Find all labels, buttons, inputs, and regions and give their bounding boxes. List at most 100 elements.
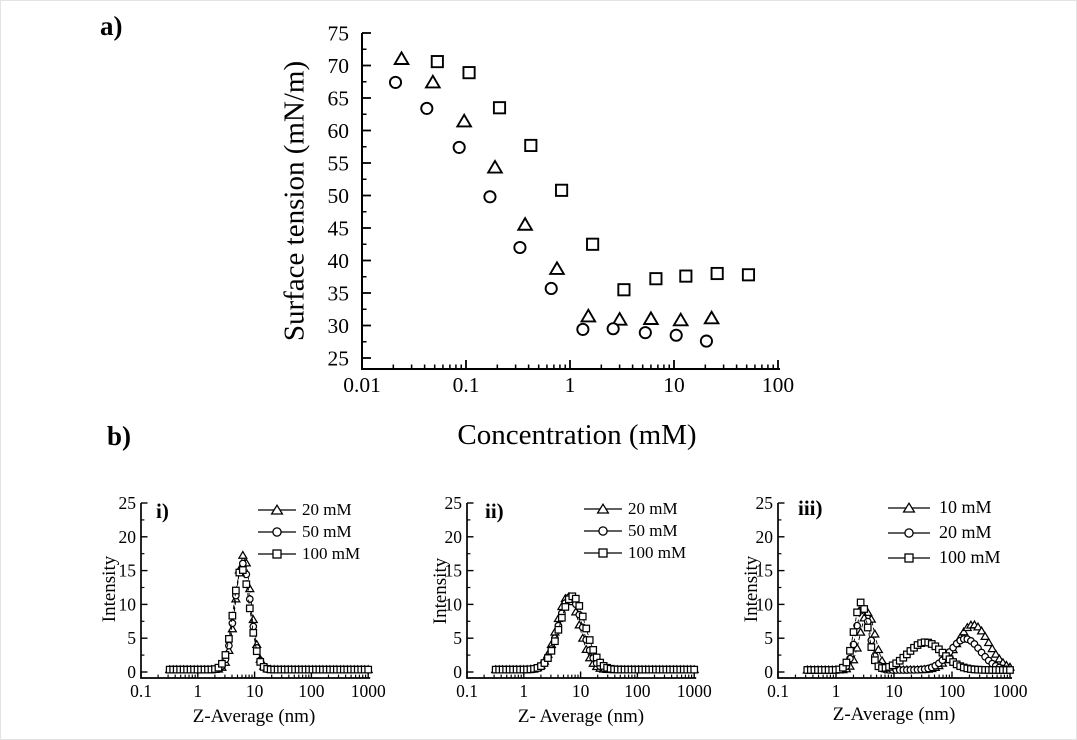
svg-text:1000: 1000 xyxy=(993,681,1028,701)
svg-text:10: 10 xyxy=(246,681,264,701)
legend-marker-square-icon xyxy=(258,549,296,559)
svg-text:10: 10 xyxy=(756,594,774,614)
legend-item: 20 mM xyxy=(583,498,686,520)
legend-marker-circle-icon xyxy=(888,527,930,538)
legend-marker-triangle-icon xyxy=(888,501,930,513)
panel-a-label: a) xyxy=(100,11,123,41)
panel-i-xaxis-title: Z-Average (nm) xyxy=(192,706,316,727)
series-triangle xyxy=(393,50,721,327)
panel-b-label: b) xyxy=(107,421,132,451)
svg-text:1: 1 xyxy=(519,681,528,701)
legend-item: 100 mM xyxy=(583,542,686,564)
svg-text:1: 1 xyxy=(565,373,576,397)
legend-item: 50 mM xyxy=(583,520,686,542)
legend-label: 10 mM xyxy=(939,497,992,517)
svg-text:10: 10 xyxy=(885,681,903,701)
panel-i-legend: 20 mM 50 mM 100 mM xyxy=(257,499,360,565)
legend-item: 100 mM xyxy=(887,545,1001,570)
legend-marker-square-icon xyxy=(888,552,930,563)
legend-label: 100 mM xyxy=(939,547,1001,567)
panel-iii-legend: 10 mM 20 mM 100 mM xyxy=(887,495,1001,570)
svg-text:15: 15 xyxy=(445,561,463,581)
panel-a-yaxis-title: Surface tension (mN/m) xyxy=(278,60,311,342)
svg-text:15: 15 xyxy=(119,561,137,581)
legend-item: 50 mM xyxy=(257,521,360,543)
svg-text:1000: 1000 xyxy=(351,681,386,701)
legend-label: 50 mM xyxy=(628,521,678,540)
svg-text:5: 5 xyxy=(764,628,773,648)
series-square xyxy=(491,592,699,674)
legend-label: 20 mM xyxy=(302,500,352,519)
panel-b_ii-plot: 0.1 1 10 100 1000 0 5 10 15 20 25 xyxy=(445,493,712,701)
svg-text:45: 45 xyxy=(328,216,350,240)
panel-a-xaxis-title: Concentration (mM) xyxy=(457,419,697,451)
svg-text:10: 10 xyxy=(119,594,137,614)
legend-marker-circle-icon xyxy=(584,526,622,536)
panel-b_i-plot: 0.1 1 10 100 1000 0 5 10 15 20 25 xyxy=(119,493,386,701)
svg-text:0.1: 0.1 xyxy=(453,373,480,397)
series-square xyxy=(165,566,373,674)
panel-ii-label: ii) xyxy=(485,499,504,523)
legend-label: 100 mM xyxy=(302,544,361,563)
svg-text:10: 10 xyxy=(572,681,590,701)
svg-text:15: 15 xyxy=(756,561,774,581)
panel-i-label: i) xyxy=(156,499,169,523)
svg-text:55: 55 xyxy=(328,151,350,175)
panel-ii-legend: 20 mM 50 mM 100 mM xyxy=(583,498,686,564)
svg-text:10: 10 xyxy=(663,373,685,397)
svg-text:20: 20 xyxy=(445,527,463,547)
svg-text:5: 5 xyxy=(127,628,136,648)
svg-text:20: 20 xyxy=(756,527,774,547)
series-square xyxy=(803,598,1014,674)
svg-text:0.1: 0.1 xyxy=(130,681,152,701)
panel-b_iii-plot: 0.1 1 10 100 1000 0 5 10 15 20 25 xyxy=(756,493,1028,701)
legend-label: 100 mM xyxy=(628,543,687,562)
panel-a-plot: 0.01 0.1 1 10 100 25 30 35 40 45 50 55 60 65 70 75 xyxy=(328,21,795,397)
svg-text:35: 35 xyxy=(328,281,350,305)
svg-text:100: 100 xyxy=(939,681,966,701)
legend-marker-triangle-icon xyxy=(584,502,622,514)
legend-marker-triangle-icon xyxy=(258,503,296,515)
svg-text:5: 5 xyxy=(453,628,462,648)
svg-text:40: 40 xyxy=(328,249,350,273)
legend-label: 50 mM xyxy=(302,522,352,541)
svg-text:0: 0 xyxy=(127,662,136,682)
legend-label: 20 mM xyxy=(939,522,992,542)
series-triangle xyxy=(802,607,1016,674)
series-circle xyxy=(165,559,373,674)
legend-label: 20 mM xyxy=(628,499,678,518)
legend-marker-circle-icon xyxy=(258,527,296,537)
panel-iii-label: iii) xyxy=(798,496,823,520)
panel-iii-yaxis-title: Intensity xyxy=(741,555,762,623)
series-triangle xyxy=(164,550,374,674)
svg-text:25: 25 xyxy=(756,493,774,513)
svg-text:30: 30 xyxy=(328,314,350,338)
legend-marker-square-icon xyxy=(584,548,622,558)
svg-text:25: 25 xyxy=(445,493,463,513)
legend-item: 100 mM xyxy=(257,543,360,565)
svg-text:1000: 1000 xyxy=(677,681,712,701)
svg-text:100: 100 xyxy=(298,681,325,701)
svg-text:75: 75 xyxy=(328,21,350,45)
series-circle xyxy=(388,75,713,348)
svg-text:1: 1 xyxy=(193,681,202,701)
svg-text:50: 50 xyxy=(328,184,350,208)
svg-text:25: 25 xyxy=(119,493,137,513)
legend-item: 20 mM xyxy=(257,499,360,521)
svg-text:0.1: 0.1 xyxy=(456,681,478,701)
legend-item: 10 mM xyxy=(887,495,1001,520)
panel-ii-yaxis-title: Intensity xyxy=(430,557,451,625)
panel-ii-xaxis-title: Z- Average (nm) xyxy=(517,706,645,727)
svg-text:0: 0 xyxy=(764,662,773,682)
panel-iii-xaxis-title: Z-Average (nm) xyxy=(832,704,956,725)
svg-text:25: 25 xyxy=(328,346,350,370)
svg-text:0: 0 xyxy=(453,662,462,682)
svg-text:65: 65 xyxy=(328,86,350,110)
panel-i-yaxis-title: Intensity xyxy=(99,555,120,623)
series-square xyxy=(430,55,756,297)
svg-text:100: 100 xyxy=(624,681,651,701)
svg-text:70: 70 xyxy=(328,54,350,78)
svg-text:60: 60 xyxy=(328,119,350,143)
